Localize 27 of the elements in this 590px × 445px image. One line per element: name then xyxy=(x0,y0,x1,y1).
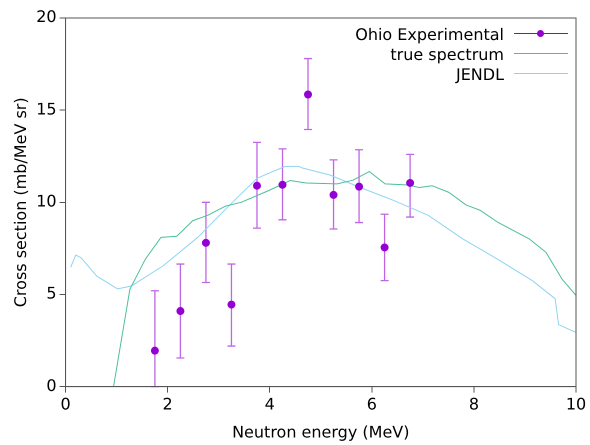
x-tick-label: 6 xyxy=(366,394,377,414)
x-tick-label: 4 xyxy=(264,394,275,414)
y-axis-title: Cross section (mb/MeV sr) xyxy=(10,97,30,308)
x-axis-title: Neutron energy (MeV) xyxy=(232,422,410,442)
y-tick-label: 0 xyxy=(46,376,57,395)
legend-label: JENDL xyxy=(456,64,504,84)
x-tick-label: 2 xyxy=(162,394,173,414)
point xyxy=(406,178,414,187)
legend-label: true spectrum xyxy=(390,44,504,64)
point xyxy=(304,90,312,98)
y-tick-label: 15 xyxy=(36,99,57,118)
point xyxy=(330,190,338,199)
y-tick-label: 5 xyxy=(46,284,57,303)
legend-label: Ohio Experimental xyxy=(355,24,504,44)
point xyxy=(202,238,210,247)
y-tick-label: 10 xyxy=(36,191,57,210)
x-tick-label: 8 xyxy=(468,394,480,414)
point xyxy=(176,307,184,316)
x-tick-label: 10 xyxy=(566,394,586,414)
y-tick-label: 20 xyxy=(36,7,57,26)
point xyxy=(150,346,159,355)
point xyxy=(380,243,389,252)
point xyxy=(252,182,261,190)
point xyxy=(355,182,364,191)
x-tick-label: 0 xyxy=(60,394,71,414)
point xyxy=(278,180,286,189)
point xyxy=(227,300,236,309)
